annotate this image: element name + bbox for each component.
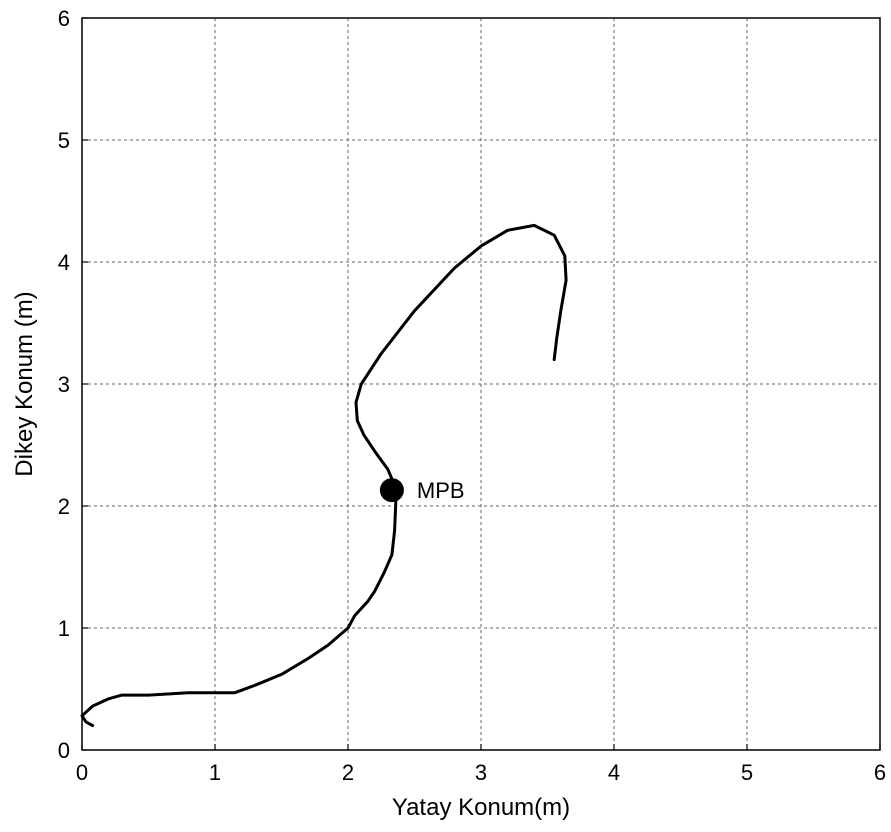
tick-labels: 0 1 2 3 4 5 6 0 1 2 3 4 5 6 xyxy=(58,6,886,785)
y-tick-label-2: 2 xyxy=(58,494,70,519)
x-tick-label-4: 4 xyxy=(608,760,620,785)
mpb-point xyxy=(379,478,404,503)
y-tick-label-1: 1 xyxy=(58,616,70,641)
grid xyxy=(82,18,880,750)
x-tick-label-0: 0 xyxy=(76,760,88,785)
x-tick-label-3: 3 xyxy=(475,760,487,785)
x-axis-label: Yatay Konum(m) xyxy=(392,794,570,821)
y-tick-label-4: 4 xyxy=(58,250,70,275)
y-tick-label-3: 3 xyxy=(58,372,70,397)
y-tick-label-6: 6 xyxy=(58,6,70,31)
x-tick-label-2: 2 xyxy=(342,760,354,785)
annotations: MPB xyxy=(379,478,465,503)
series xyxy=(80,223,568,728)
x-tick-label-5: 5 xyxy=(741,760,753,785)
x-tick-label-6: 6 xyxy=(874,760,886,785)
mpb-label: MPB xyxy=(417,478,465,503)
y-tick-label-5: 5 xyxy=(58,128,70,153)
y-tick-label-0: 0 xyxy=(58,738,70,763)
trajectory-line-0 xyxy=(80,223,568,728)
x-tick-label-1: 1 xyxy=(209,760,221,785)
y-axis-label: Dikey Konum (m) xyxy=(11,291,38,476)
